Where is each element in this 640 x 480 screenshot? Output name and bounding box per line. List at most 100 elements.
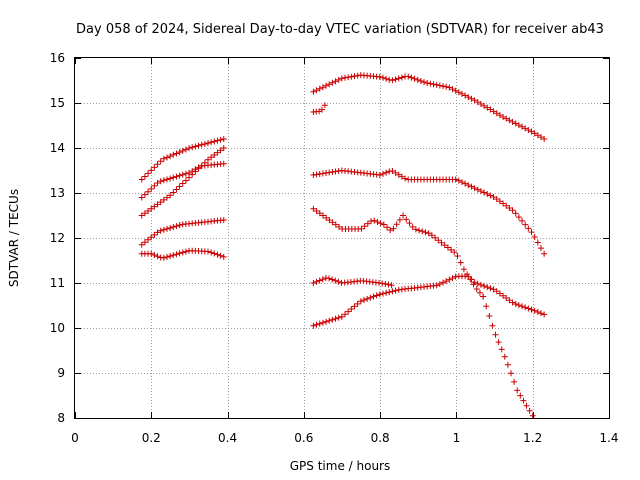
data-point: [444, 244, 451, 251]
data-point: [465, 182, 472, 189]
data-point: [496, 112, 503, 119]
series-s5: [138, 247, 227, 261]
data-point: [316, 320, 323, 327]
data-point: [500, 200, 507, 207]
data-point: [145, 236, 152, 243]
data-point: [501, 353, 508, 360]
data-point: [173, 173, 180, 180]
series-s10: [480, 293, 536, 419]
data-point: [379, 290, 386, 297]
data-point: [477, 100, 484, 107]
data-point: [138, 212, 145, 219]
data-point: [452, 176, 459, 183]
data-point: [400, 212, 407, 219]
data-point: [217, 252, 224, 259]
data-point: [182, 248, 189, 255]
y-tick-label: 8: [57, 411, 65, 425]
data-point: [310, 322, 317, 329]
data-point: [348, 73, 355, 80]
data-point: [525, 126, 532, 133]
data-point: [214, 137, 221, 144]
y-tick-label: 16: [50, 51, 65, 65]
data-point: [189, 171, 196, 178]
data-point: [354, 72, 361, 79]
data-point: [214, 149, 221, 156]
data-point: [422, 229, 429, 236]
data-point: [514, 387, 521, 394]
data-point: [163, 176, 170, 183]
data-point: [393, 221, 400, 228]
y-tick-label: 11: [50, 276, 65, 290]
plot-frame: [74, 57, 610, 419]
data-point: [335, 76, 342, 83]
data-point: [454, 252, 461, 259]
data-point: [145, 188, 152, 195]
data-point: [313, 208, 320, 215]
data-point: [360, 296, 367, 303]
data-point: [477, 281, 484, 288]
series-s6: [310, 72, 548, 142]
data-point: [432, 234, 439, 241]
data-point: [468, 95, 475, 102]
data-point: [211, 138, 218, 145]
x-tick-label: 1.4: [599, 431, 618, 445]
data-point: [148, 167, 155, 174]
data-point: [163, 154, 170, 161]
data-point: [310, 205, 317, 212]
data-point: [522, 304, 529, 311]
data-point: [182, 177, 189, 184]
data-point: [473, 285, 480, 292]
data-point: [192, 168, 199, 175]
data-point: [198, 141, 205, 148]
data-point: [449, 86, 456, 93]
data-point: [508, 370, 515, 377]
data-point: [416, 227, 423, 234]
data-point: [449, 275, 456, 282]
data-point: [528, 229, 535, 236]
data-point: [483, 303, 490, 310]
data-point: [379, 280, 386, 287]
data-point: [385, 281, 392, 288]
y-tick-label: 10: [50, 321, 65, 335]
data-point: [421, 79, 428, 86]
data-point: [383, 75, 390, 82]
data-point: [320, 212, 327, 219]
data-point: [503, 202, 510, 209]
y-tick-label: 13: [50, 186, 65, 200]
series-s7: [310, 102, 328, 115]
data-point: [471, 279, 478, 286]
data-point: [506, 204, 513, 211]
data-point: [379, 74, 386, 81]
data-point: [398, 173, 405, 180]
data-point: [148, 234, 155, 241]
data-point: [541, 311, 548, 318]
data-point: [537, 134, 544, 141]
data-point: [448, 246, 455, 253]
data-point: [154, 180, 161, 187]
data-point: [154, 253, 161, 260]
data-point: [170, 174, 177, 181]
data-point: [335, 278, 342, 285]
data-point: [477, 188, 484, 195]
data-point: [376, 279, 383, 286]
data-point: [515, 214, 522, 221]
data-point: [342, 311, 349, 318]
data-point: [208, 139, 215, 146]
data-point: [496, 290, 503, 297]
series-s8: [310, 167, 548, 257]
data-point: [148, 185, 155, 192]
data-point: [313, 278, 320, 285]
data-point: [163, 225, 170, 232]
data-point: [376, 171, 383, 178]
data-point: [141, 191, 148, 198]
data-point: [211, 250, 218, 257]
data-point: [319, 319, 326, 326]
data-point: [313, 321, 320, 328]
data-point: [364, 220, 371, 227]
data-point: [220, 145, 227, 151]
data-point: [414, 76, 421, 83]
data-point: [506, 117, 513, 124]
data-point: [531, 307, 538, 314]
data-point: [208, 154, 215, 161]
